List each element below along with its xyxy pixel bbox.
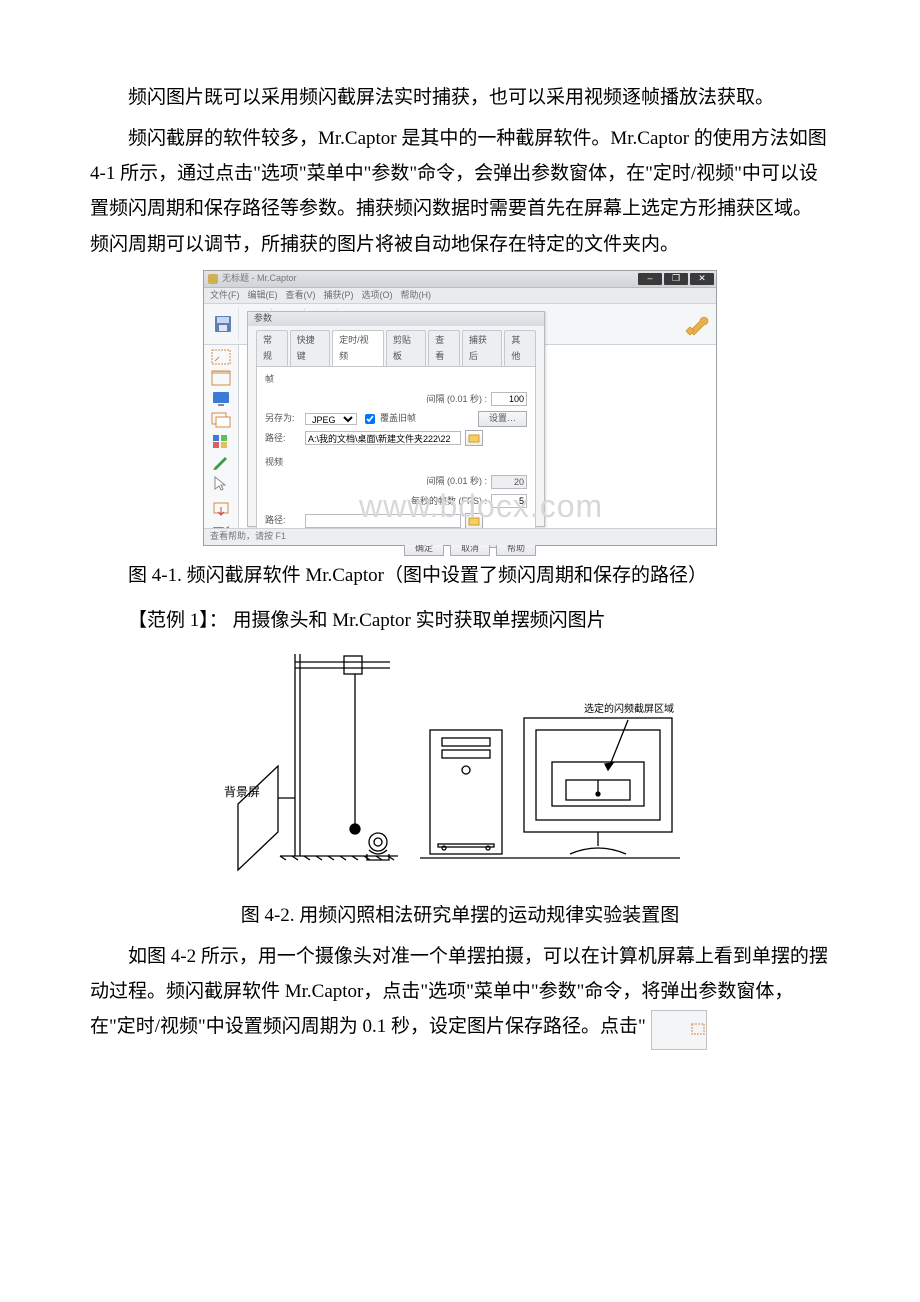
params-dialog-title: 参数: [248, 312, 544, 326]
tab-general[interactable]: 常规: [256, 330, 288, 366]
para-after-fig42-text: 如图 4-2 所示，用一个摄像头对准一个单摆拍摄，可以在计算机屏幕上看到单摆的摆…: [90, 946, 828, 1037]
fps-label: 每秒的帧数 (FPS) :: [411, 493, 487, 510]
menu-options[interactable]: 选项(O): [362, 287, 393, 304]
browse-path-icon[interactable]: [465, 430, 483, 446]
vtool-color-icon[interactable]: [210, 433, 232, 449]
diagram-label-region: 选定的闪频截屏区域: [584, 702, 674, 715]
path-label: 路径:: [265, 430, 301, 447]
settings-wrench-icon[interactable]: [684, 311, 710, 337]
path-input[interactable]: [305, 431, 461, 445]
toolbar-save-icon[interactable]: [208, 308, 239, 340]
titlebar: 无标题 - Mr.Captor – ❐ ✕: [204, 271, 716, 288]
statusbar: 查看帮助，请按 F1: [204, 528, 716, 545]
figure-4-1: 无标题 - Mr.Captor – ❐ ✕ 文件(F) 编辑(E) 查看(V) …: [90, 270, 830, 546]
diagram-label-backdrop: 背景屏: [224, 785, 260, 799]
mrcaptor-window: 无标题 - Mr.Captor – ❐ ✕ 文件(F) 编辑(E) 查看(V) …: [203, 270, 717, 546]
minimize-button[interactable]: –: [638, 273, 662, 285]
tab-clipboard[interactable]: 剪贴板: [386, 330, 426, 366]
apparatus-diagram: 背景屏 选定的闪频截屏区域: [220, 646, 700, 878]
tab-misc[interactable]: 其他: [504, 330, 536, 366]
group-frame-label: 帧: [265, 371, 527, 388]
menu-edit[interactable]: 编辑(E): [248, 287, 278, 304]
maximize-button[interactable]: ❐: [664, 273, 688, 285]
vertical-toolbar: [204, 345, 239, 532]
tab-timer-video[interactable]: 定时/视频: [332, 330, 384, 366]
figure-4-2-caption: 图 4-2. 用频闪照相法研究单摆的运动规律实验装置图: [90, 898, 830, 933]
menubar: 文件(F) 编辑(E) 查看(V) 捕获(P) 选项(O) 帮助(H): [204, 288, 716, 304]
menu-file[interactable]: 文件(F): [210, 287, 240, 304]
menu-help[interactable]: 帮助(H): [401, 287, 432, 304]
group-video-label: 视频: [265, 454, 527, 471]
tab-postcapture[interactable]: 捕获后: [462, 330, 502, 366]
video-interval-input: [491, 475, 527, 489]
interval-label: 间隔 (0.01 秒) :: [426, 391, 487, 408]
figure-4-2: 背景屏 选定的闪频截屏区域: [90, 646, 830, 878]
browse-video-path-icon[interactable]: [465, 513, 483, 529]
intro-para-2: 频闪截屏的软件较多，Mr.Captor 是其中的一种截屏软件。Mr.Captor…: [90, 121, 830, 262]
vtool-rect-select-icon[interactable]: [210, 349, 232, 365]
app-icon: [208, 274, 218, 284]
interval-input[interactable]: [491, 392, 527, 406]
intro-para-1: 频闪图片既可以采用频闪截屏法实时捕获，也可以采用视频逐帧播放法获取。: [90, 80, 830, 115]
overwrite-checkbox[interactable]: [365, 414, 375, 424]
fps-input[interactable]: [491, 494, 527, 508]
inline-rect-select-icon: [651, 1010, 707, 1049]
settings-button[interactable]: 设置…: [478, 411, 527, 427]
saveas-label: 另存为:: [265, 410, 301, 427]
menu-view[interactable]: 查看(V): [286, 287, 316, 304]
vtool-window-icon[interactable]: [210, 412, 232, 428]
example-1-title: 【范例 1】： 用摄像头和 Mr.Captor 实时获取单摆频闪图片: [90, 603, 830, 638]
statusbar-text: 查看帮助，请按 F1: [210, 528, 286, 545]
vtool-cursor-icon[interactable]: [210, 475, 232, 491]
params-dialog: 参数 常规 快捷键 定时/视频 剪贴板 查看 捕获后 其他 帧: [247, 311, 545, 527]
vtool-export-icon[interactable]: [210, 501, 232, 517]
video-interval-label: 间隔 (0.01 秒) :: [426, 473, 487, 490]
menu-capture[interactable]: 捕获(P): [324, 287, 354, 304]
vtool-fullscreen-icon[interactable]: [210, 370, 232, 386]
params-tabs: 常规 快捷键 定时/视频 剪贴板 查看 捕获后 其他: [256, 330, 536, 366]
overwrite-label: 覆盖旧帧: [380, 410, 416, 427]
vtool-pencil-icon[interactable]: [210, 454, 232, 470]
vtool-monitor-icon[interactable]: [210, 391, 232, 407]
app-title: 无标题 - Mr.Captor: [222, 270, 297, 287]
close-button[interactable]: ✕: [690, 273, 714, 285]
tab-hotkey[interactable]: 快捷键: [290, 330, 330, 366]
para-after-fig42: 如图 4-2 所示，用一个摄像头对准一个单摆拍摄，可以在计算机屏幕上看到单摆的摆…: [90, 939, 830, 1049]
tab-view[interactable]: 查看: [428, 330, 460, 366]
video-path-label: 路径:: [265, 512, 301, 529]
figure-4-1-caption: 图 4-1. 频闪截屏软件 Mr.Captor（图中设置了频闪周期和保存的路径）: [90, 558, 830, 593]
format-select[interactable]: JPEG: [305, 413, 357, 425]
video-path-input[interactable]: [305, 514, 461, 528]
